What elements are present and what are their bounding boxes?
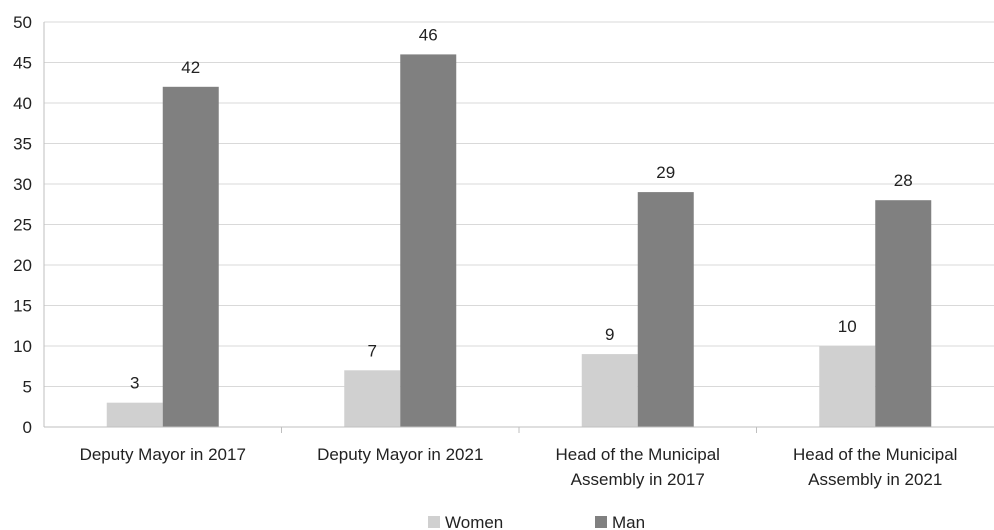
data-label-man-2: 29 bbox=[656, 163, 675, 182]
y-tick-label: 30 bbox=[13, 175, 32, 194]
y-tick-label: 50 bbox=[13, 13, 32, 32]
category-label: Deputy Mayor in 2021 bbox=[317, 445, 483, 464]
category-label: Assembly in 2017 bbox=[571, 470, 705, 489]
bars bbox=[106, 54, 932, 428]
y-tick-label: 5 bbox=[23, 378, 32, 397]
bar-man-2 bbox=[637, 192, 694, 427]
legend: Women Man bbox=[428, 513, 645, 530]
data-label-women-1: 7 bbox=[368, 341, 377, 360]
y-tick-label: 10 bbox=[13, 337, 32, 356]
bar-women-0 bbox=[106, 402, 163, 427]
data-labels: 3 42 7 46 9 29 10 28 bbox=[130, 25, 913, 392]
y-tick-label: 0 bbox=[23, 418, 32, 437]
y-tick-label: 15 bbox=[13, 297, 32, 316]
data-label-man-3: 28 bbox=[894, 171, 913, 190]
legend-label-man: Man bbox=[612, 513, 645, 530]
category-label: Deputy Mayor in 2017 bbox=[80, 445, 246, 464]
data-label-women-3: 10 bbox=[838, 317, 857, 336]
y-tick-label: 25 bbox=[13, 216, 32, 235]
data-label-man-1: 46 bbox=[419, 25, 438, 44]
bar-women-3 bbox=[819, 346, 876, 427]
bar-women-1 bbox=[344, 370, 401, 427]
category-label: Assembly in 2021 bbox=[808, 470, 942, 489]
category-label: Head of the Municipal bbox=[556, 445, 720, 464]
y-tick-label: 20 bbox=[13, 256, 32, 275]
data-label-women-0: 3 bbox=[130, 374, 139, 393]
legend-label-women: Women bbox=[445, 513, 503, 530]
bar-man-1 bbox=[400, 54, 457, 428]
legend-swatch-man bbox=[595, 516, 607, 528]
legend-swatch-women bbox=[428, 516, 440, 528]
y-tick-label: 45 bbox=[13, 54, 32, 73]
y-tick-label: 35 bbox=[13, 135, 32, 154]
data-label-women-2: 9 bbox=[605, 325, 614, 344]
bar-man-0 bbox=[162, 86, 219, 428]
bar-women-2 bbox=[581, 354, 638, 427]
x-axis: Deputy Mayor in 2017 Deputy Mayor in 2021… bbox=[44, 426, 994, 489]
y-axis: 0 5 10 15 20 25 30 35 40 45 50 bbox=[13, 13, 45, 437]
y-tick-label: 40 bbox=[13, 94, 32, 113]
data-label-man-0: 42 bbox=[181, 58, 200, 77]
bar-man-3 bbox=[875, 200, 932, 427]
category-label: Head of the Municipal bbox=[793, 445, 957, 464]
